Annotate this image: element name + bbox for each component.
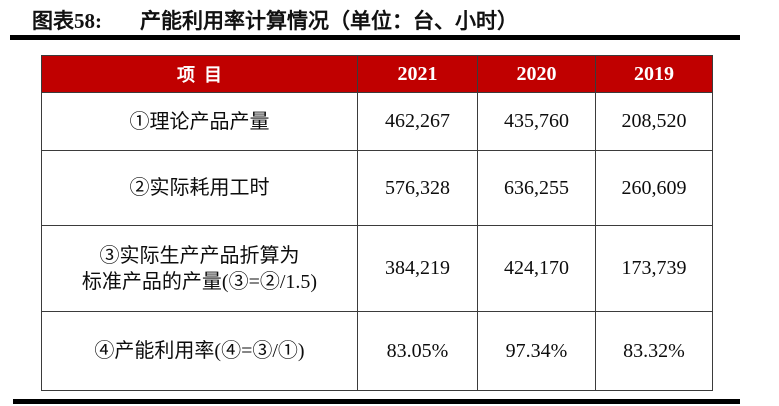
- row-item-label: ②实际耗用工时: [41, 150, 358, 226]
- value-cell: 576,328: [357, 150, 478, 226]
- table-row-capacity-utilization: ④产能利用率(④=③/①) 83.05% 97.34% 83.32%: [41, 311, 713, 391]
- figure-title: 产能利用率计算情况（单位：台、小时）: [140, 9, 518, 33]
- table-row-actual-hours: ②实际耗用工时 576,328 636,255 260,609: [41, 150, 713, 226]
- value-cell: 384,219: [357, 225, 478, 312]
- value-cell: 435,760: [477, 92, 596, 151]
- table-header-row: 项目 2021 2020 2019: [41, 55, 713, 93]
- value-cell: 260,609: [595, 150, 713, 226]
- row-item-line-1: ③实际生产产品折算为: [99, 244, 300, 267]
- value-cell: 83.32%: [595, 311, 713, 391]
- bottom-divider: [13, 399, 740, 404]
- table-row-theoretical-output: ①理论产品产量 462,267 435,760 208,520: [41, 92, 713, 151]
- figure-label: 图表58:: [32, 9, 102, 33]
- value-cell: 208,520: [595, 92, 713, 151]
- header-cell-year-2021: 2021: [357, 55, 478, 93]
- value-cell: 97.34%: [477, 311, 596, 391]
- value-cell: 83.05%: [357, 311, 478, 391]
- value-cell: 424,170: [477, 225, 596, 312]
- value-cell: 173,739: [595, 225, 713, 312]
- figure-caption: 图表58: 产能利用率计算情况（单位：台、小时）: [32, 5, 518, 35]
- row-item-label: ①理论产品产量: [41, 92, 358, 151]
- row-item-label: ③实际生产产品折算为 标准产品的产量(③=②/1.5): [41, 225, 358, 312]
- capacity-utilization-table: 项目 2021 2020 2019 ①理论产品产量 462,267 435,76…: [41, 55, 713, 391]
- row-item-label: ④产能利用率(④=③/①): [41, 311, 358, 391]
- top-divider: [10, 35, 740, 40]
- value-cell: 462,267: [357, 92, 478, 151]
- header-cell-year-2020: 2020: [477, 55, 596, 93]
- table-row-converted-output: ③实际生产产品折算为 标准产品的产量(③=②/1.5) 384,219 424,…: [41, 225, 713, 312]
- row-item-line-2: 标准产品的产量(③=②/1.5): [81, 270, 318, 293]
- value-cell: 636,255: [477, 150, 596, 226]
- header-cell-year-2019: 2019: [595, 55, 713, 93]
- header-cell-item: 项目: [41, 55, 358, 93]
